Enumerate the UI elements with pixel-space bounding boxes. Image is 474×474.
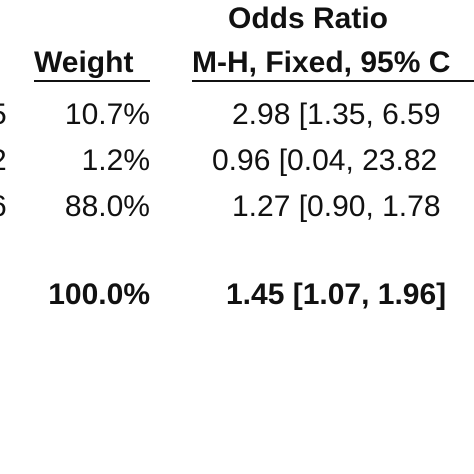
weight-column-header: Weight <box>34 46 134 79</box>
total-odds-ratio: 1.45 [1.07, 1.96] <box>226 278 447 311</box>
row-1-left-cut: 5 <box>0 100 7 130</box>
row-1-weight: 10.7% <box>64 98 150 131</box>
row-1-odds-ratio: 2.98 [1.35, 6.59 <box>232 98 441 131</box>
odds-ratio-column-header: M-H, Fixed, 95% C <box>192 46 451 79</box>
row-3-left-cut: 6 <box>0 192 7 222</box>
total-weight: 100.0% <box>48 278 150 311</box>
row-3-odds-ratio: 1.27 [0.90, 1.78 <box>232 190 441 223</box>
odds-ratio-header-underline <box>192 80 474 82</box>
row-3-weight: 88.0% <box>64 190 150 223</box>
row-2-weight: 1.2% <box>81 144 150 177</box>
row-2-left-cut: 2 <box>0 146 7 176</box>
row-2-odds-ratio: 0.96 [0.04, 23.82 <box>212 144 438 177</box>
weight-header-underline <box>34 80 150 82</box>
odds-ratio-group-header: Odds Ratio <box>228 2 389 35</box>
